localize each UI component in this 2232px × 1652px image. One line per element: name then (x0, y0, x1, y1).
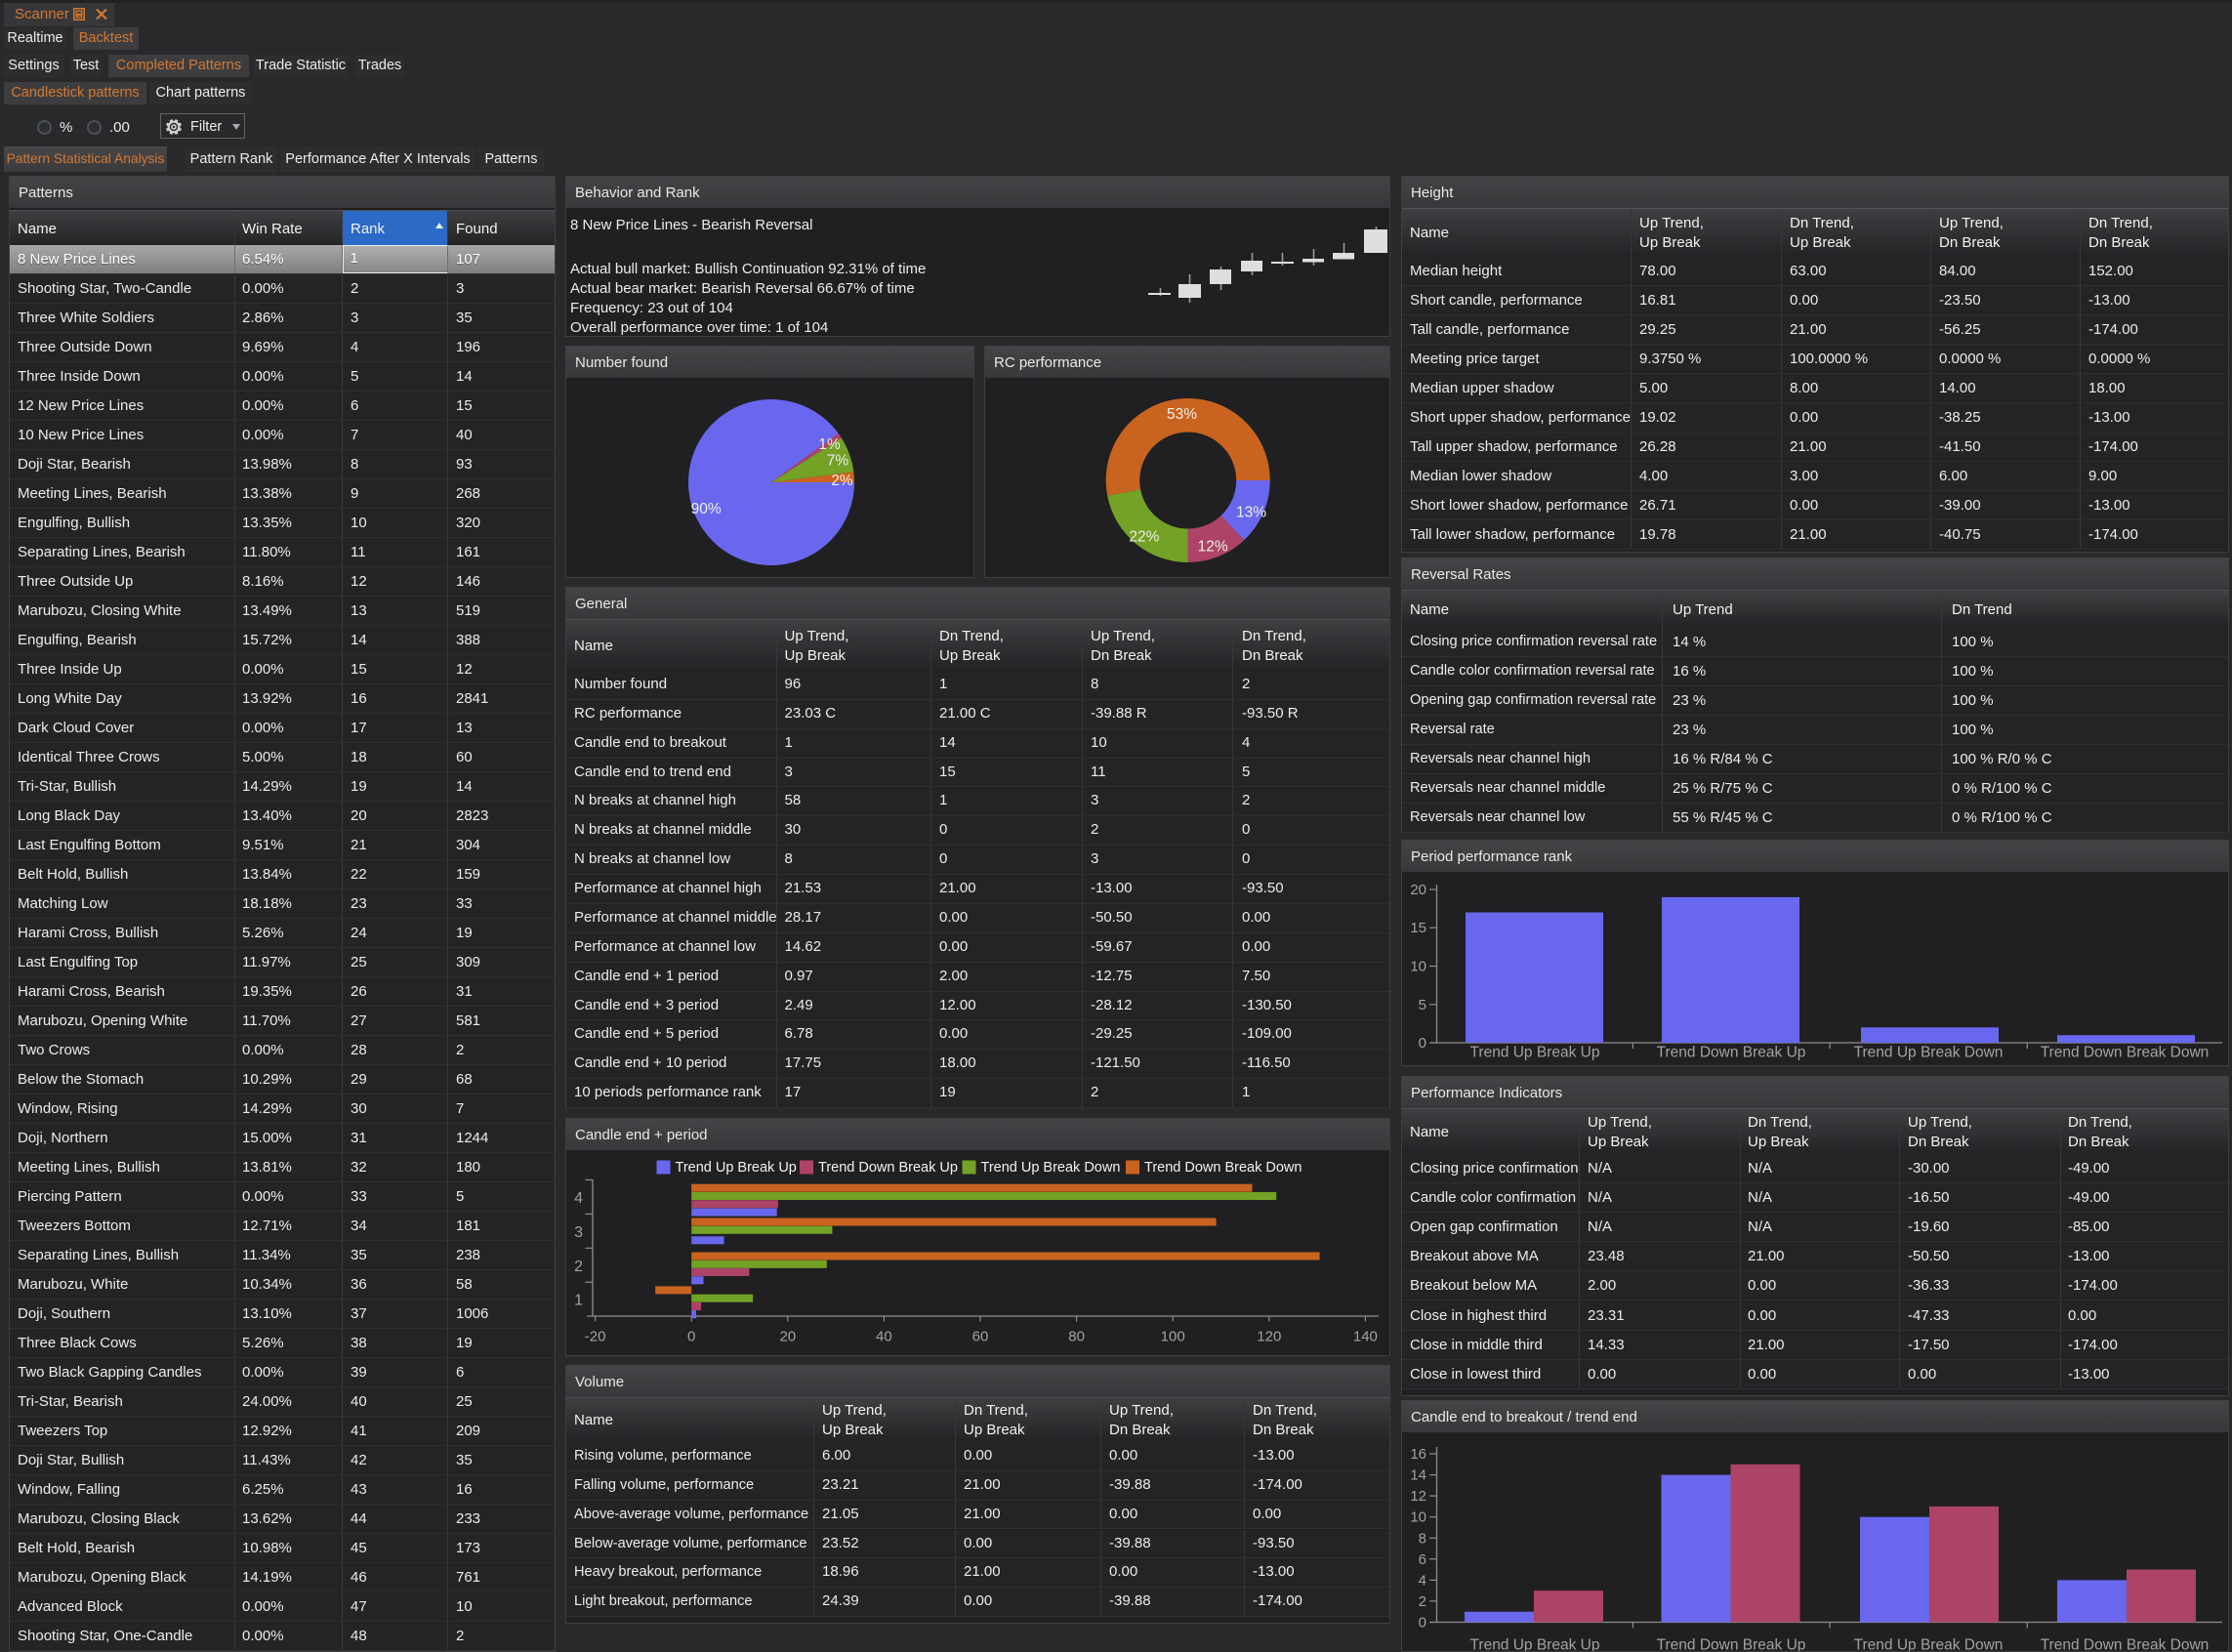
svg-text:Trend Up Break Up: Trend Up Break Up (1470, 1045, 1600, 1061)
svg-text:7%: 7% (827, 453, 849, 470)
svg-text:Trend Down Break Up: Trend Down Break Up (818, 1160, 958, 1176)
svg-text:4: 4 (1419, 1572, 1426, 1589)
svg-text:13%: 13% (1236, 504, 1266, 520)
svg-text:2%: 2% (831, 473, 853, 489)
svg-text:2: 2 (574, 1259, 583, 1275)
svg-text:100: 100 (1161, 1328, 1185, 1344)
svg-text:0: 0 (1419, 1615, 1426, 1631)
svg-text:1%: 1% (818, 436, 841, 453)
svg-text:8: 8 (1419, 1530, 1426, 1547)
svg-text:0: 0 (1419, 1035, 1426, 1052)
svg-text:80: 80 (1068, 1328, 1085, 1344)
svg-text:Trend Down Break Up: Trend Down Break Up (1657, 1045, 1806, 1061)
svg-text:-20: -20 (585, 1328, 606, 1344)
svg-text:20: 20 (779, 1328, 796, 1344)
svg-text:140: 140 (1353, 1328, 1378, 1344)
svg-text:3: 3 (574, 1224, 583, 1241)
svg-text:Trend Down Break Down: Trend Down Break Down (2041, 1045, 2210, 1061)
svg-text:15: 15 (1410, 920, 1426, 936)
svg-text:6: 6 (1419, 1551, 1426, 1568)
svg-text:4: 4 (574, 1190, 583, 1207)
svg-text:10: 10 (1410, 1509, 1426, 1526)
svg-text:60: 60 (972, 1328, 989, 1344)
svg-text:120: 120 (1257, 1328, 1281, 1344)
svg-text:Trend Up Break Down: Trend Up Break Down (981, 1160, 1121, 1176)
svg-text:Trend Up Break Down: Trend Up Break Down (1854, 1637, 2004, 1652)
svg-text:Trend Up Break Up: Trend Up Break Up (1470, 1637, 1600, 1652)
svg-text:1: 1 (574, 1293, 583, 1309)
svg-text:5: 5 (1419, 997, 1426, 1013)
svg-text:53%: 53% (1167, 406, 1197, 423)
svg-text:20: 20 (1410, 882, 1426, 898)
svg-text:Trend Down Break Up: Trend Down Break Up (1657, 1637, 1806, 1652)
svg-text:Trend Down Break Down: Trend Down Break Down (1144, 1160, 1302, 1176)
svg-text:Trend Up Break Down: Trend Up Break Down (1854, 1045, 2004, 1061)
svg-text:90%: 90% (691, 501, 722, 517)
svg-text:12%: 12% (1198, 539, 1228, 556)
svg-text:0: 0 (687, 1328, 695, 1344)
svg-text:12: 12 (1410, 1488, 1426, 1505)
svg-text:22%: 22% (1129, 529, 1159, 546)
svg-text:Trend Down Break Down: Trend Down Break Down (2041, 1637, 2210, 1652)
svg-text:16: 16 (1410, 1446, 1426, 1463)
svg-text:10: 10 (1410, 959, 1426, 975)
svg-text:40: 40 (876, 1328, 892, 1344)
svg-text:14: 14 (1410, 1467, 1426, 1484)
svg-text:2: 2 (1419, 1593, 1426, 1610)
svg-text:Trend Up Break Up: Trend Up Break Up (676, 1160, 797, 1176)
